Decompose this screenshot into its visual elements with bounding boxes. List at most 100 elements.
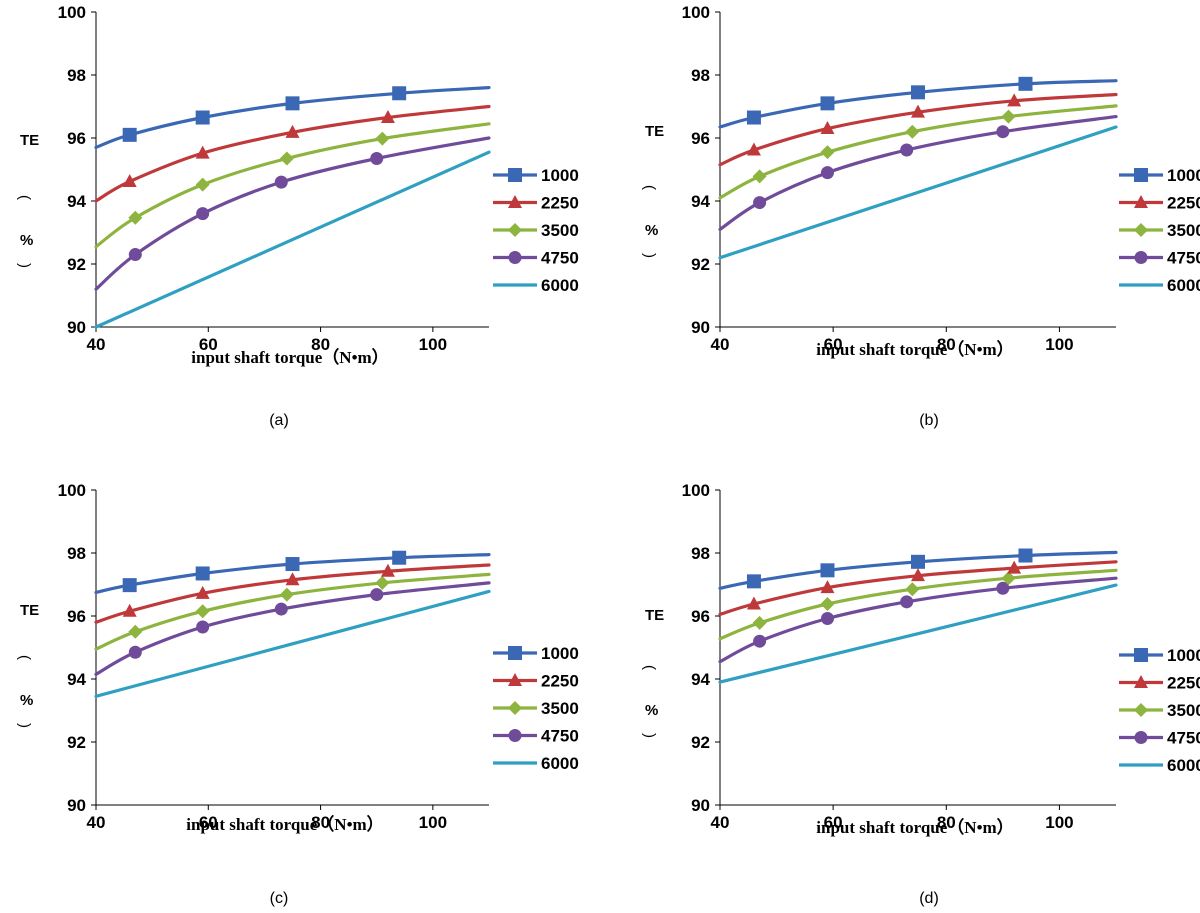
data-point-2250 — [820, 121, 835, 135]
y-unit-paren-open: ( — [641, 185, 658, 190]
data-point-4750 — [196, 620, 210, 634]
series-3500 — [718, 568, 1118, 641]
series-4750 — [718, 115, 1118, 231]
y-axis-unit: % — [20, 232, 33, 249]
data-point-1000 — [122, 127, 137, 142]
data-point-3500 — [128, 210, 143, 225]
chart-panel-a: 90 92 94 96 98 100 40 60 80 100 TE (%) input shaft t… — [16, 3, 579, 429]
y-tick-label: 96 — [67, 607, 86, 626]
legend-item-1000: 1000 — [493, 166, 579, 185]
legend-label: 6000 — [541, 754, 579, 773]
series-line-3500 — [94, 122, 491, 249]
series-6000 — [718, 583, 1118, 684]
data-point-2250 — [195, 585, 210, 599]
data-point-4750 — [128, 248, 142, 262]
legend-label: 2250 — [541, 194, 579, 213]
legend-item-2250: 2250 — [1119, 674, 1200, 693]
legend-label: 1000 — [541, 644, 579, 663]
data-point-1000 — [746, 110, 761, 125]
series-3500 — [94, 122, 491, 249]
series-4750 — [718, 576, 1118, 664]
panel-caption: (d) — [919, 890, 939, 907]
legend-label: 2250 — [1167, 674, 1200, 693]
x-tick-label: 60 — [199, 335, 218, 354]
series-1000 — [718, 76, 1118, 129]
x-tick-label: 60 — [824, 335, 843, 354]
y-axis-label: TE — [645, 123, 664, 140]
legend-label: 1000 — [1167, 166, 1200, 185]
legend-marker-3500 — [508, 223, 522, 237]
legend-label: 2250 — [541, 672, 579, 691]
data-point-2250 — [122, 173, 137, 187]
y-tick-label: 92 — [67, 733, 86, 752]
data-point-4750 — [370, 151, 384, 165]
series-2250 — [94, 563, 491, 624]
x-tick-label: 40 — [87, 335, 106, 354]
y-tick-label: 98 — [67, 66, 86, 85]
data-point-2250 — [746, 142, 761, 156]
x-axis-label: input shaft torque（N•m） — [191, 347, 388, 367]
data-point-4750 — [196, 207, 210, 221]
series-3500 — [718, 104, 1118, 200]
legend-marker-2250 — [1134, 195, 1148, 208]
legend-marker-3500 — [508, 701, 522, 715]
legend-label: 4750 — [1167, 249, 1200, 268]
legend-marker-3500 — [1134, 703, 1148, 717]
x-tick-label: 40 — [711, 813, 730, 832]
legend-item-6000: 6000 — [493, 276, 579, 295]
y-axis-unit: % — [20, 692, 33, 709]
y-tick-label: 100 — [682, 481, 710, 500]
x-tick-label: 60 — [199, 813, 218, 832]
legend-item-3500: 3500 — [1119, 701, 1200, 720]
y-unit-paren-close: ) — [641, 253, 658, 258]
y-axis-unit: % — [645, 702, 658, 719]
legend-marker-2250 — [508, 673, 522, 686]
legend-label: 3500 — [541, 221, 579, 240]
series-1000 — [718, 548, 1118, 590]
y-unit-paren-close: ) — [16, 723, 33, 728]
data-point-1000 — [1018, 76, 1033, 91]
y-tick-label: 98 — [67, 544, 86, 563]
legend-marker-2250 — [508, 195, 522, 208]
y-unit-paren-open: ( — [16, 195, 33, 200]
legend-item-3500: 3500 — [493, 699, 579, 718]
legend-item-3500: 3500 — [1119, 221, 1200, 240]
series-line-6000 — [94, 150, 491, 329]
data-point-3500 — [375, 131, 390, 146]
legend-item-3500: 3500 — [493, 221, 579, 240]
legend-item-2250: 2250 — [493, 672, 579, 691]
data-point-2250 — [195, 145, 210, 159]
x-tick-label: 80 — [937, 813, 956, 832]
data-point-3500 — [128, 624, 143, 639]
series-line-4750 — [94, 581, 491, 676]
series-line-4750 — [718, 576, 1118, 664]
data-point-3500 — [752, 615, 767, 630]
legend-item-1000: 1000 — [1119, 646, 1200, 665]
y-axis-label: TE — [20, 132, 39, 149]
data-point-2250 — [1007, 93, 1022, 107]
legend-label: 1000 — [541, 166, 579, 185]
data-point-4750 — [996, 125, 1010, 139]
data-point-1000 — [392, 550, 407, 565]
legend-item-6000: 6000 — [1119, 276, 1200, 295]
legend-label: 4750 — [1167, 729, 1200, 748]
y-tick-label: 90 — [67, 796, 86, 815]
data-point-3500 — [905, 582, 920, 597]
legend-label: 6000 — [1167, 756, 1200, 775]
y-unit-paren-open: ( — [641, 665, 658, 670]
data-point-4750 — [900, 143, 914, 157]
series-4750 — [94, 581, 491, 676]
series-1000 — [94, 550, 491, 594]
y-tick-label: 92 — [691, 255, 710, 274]
series-line-4750 — [94, 136, 491, 291]
data-point-1000 — [122, 578, 137, 593]
series-line-3500 — [718, 104, 1118, 200]
legend: 1000 2250 3500 4750 6000 — [1119, 166, 1200, 295]
legend-marker-1000 — [1134, 168, 1148, 182]
series-4750 — [94, 136, 491, 291]
legend-marker-1000 — [508, 168, 522, 182]
x-tick-label: 100 — [1045, 813, 1073, 832]
y-tick-label: 94 — [691, 670, 710, 689]
series-3500 — [94, 572, 491, 651]
data-point-4750 — [753, 196, 767, 210]
